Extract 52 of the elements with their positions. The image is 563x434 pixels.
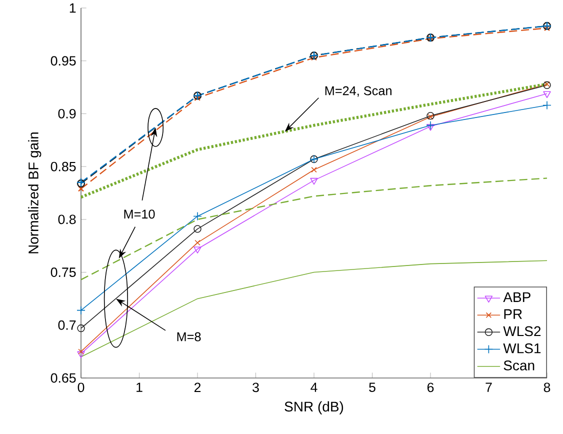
y-tick-label: 0.7 [58,320,76,330]
legend-label: PR [504,309,522,319]
point [544,81,550,87]
y-tick-label: 0.65 [50,373,76,383]
point [543,91,551,98]
x-tick-label: 6 [427,382,434,392]
point [542,100,552,110]
point [78,186,84,192]
point [77,324,85,332]
x-axis-title: SNR (dB) [284,401,344,414]
line-series [80,260,548,358]
x-tick-label: 5 [369,382,376,392]
point [193,212,202,221]
x-tick-label: 0 [78,382,84,392]
point [543,81,551,90]
y-axis-title: Normalized BF gain [28,132,42,254]
point [544,25,550,32]
legend-label: ABP [503,292,530,302]
point [310,54,318,61]
x-tick-label: 8 [544,382,550,392]
legend-label: WLS2 [503,326,541,336]
y-tick-label: 0.75 [50,268,76,277]
y-tick-label: 0.95 [50,56,76,66]
point [194,94,201,101]
line-series [80,178,548,280]
point [194,240,200,246]
x-tick-label: 7 [486,382,492,392]
point [78,348,84,354]
y-tick-label: 0.8 [58,214,76,224]
point [77,351,85,358]
legend-label: WLS1 [503,343,541,354]
point [426,124,434,131]
point [194,246,202,254]
x-tick-label: 3 [252,382,259,392]
annotation: M=24, Scan [325,86,392,97]
x-tick-label: 1 [136,382,142,392]
x-tick-label: 2 [194,382,201,392]
point [426,112,434,120]
annotation: M=8 [177,332,201,342]
y-tick-label: 1 [70,3,76,13]
point [311,166,317,173]
point [194,225,202,233]
point [76,306,86,315]
y-tick-label: 0.9 [58,108,76,118]
legend-label: Scan [504,360,534,370]
point [310,178,318,185]
line-series [80,82,548,199]
y-tick-label: 0.85 [50,162,76,172]
point [428,114,434,120]
point [426,120,435,130]
annotation: M=10 [124,210,155,219]
x-tick-label: 4 [310,382,318,392]
